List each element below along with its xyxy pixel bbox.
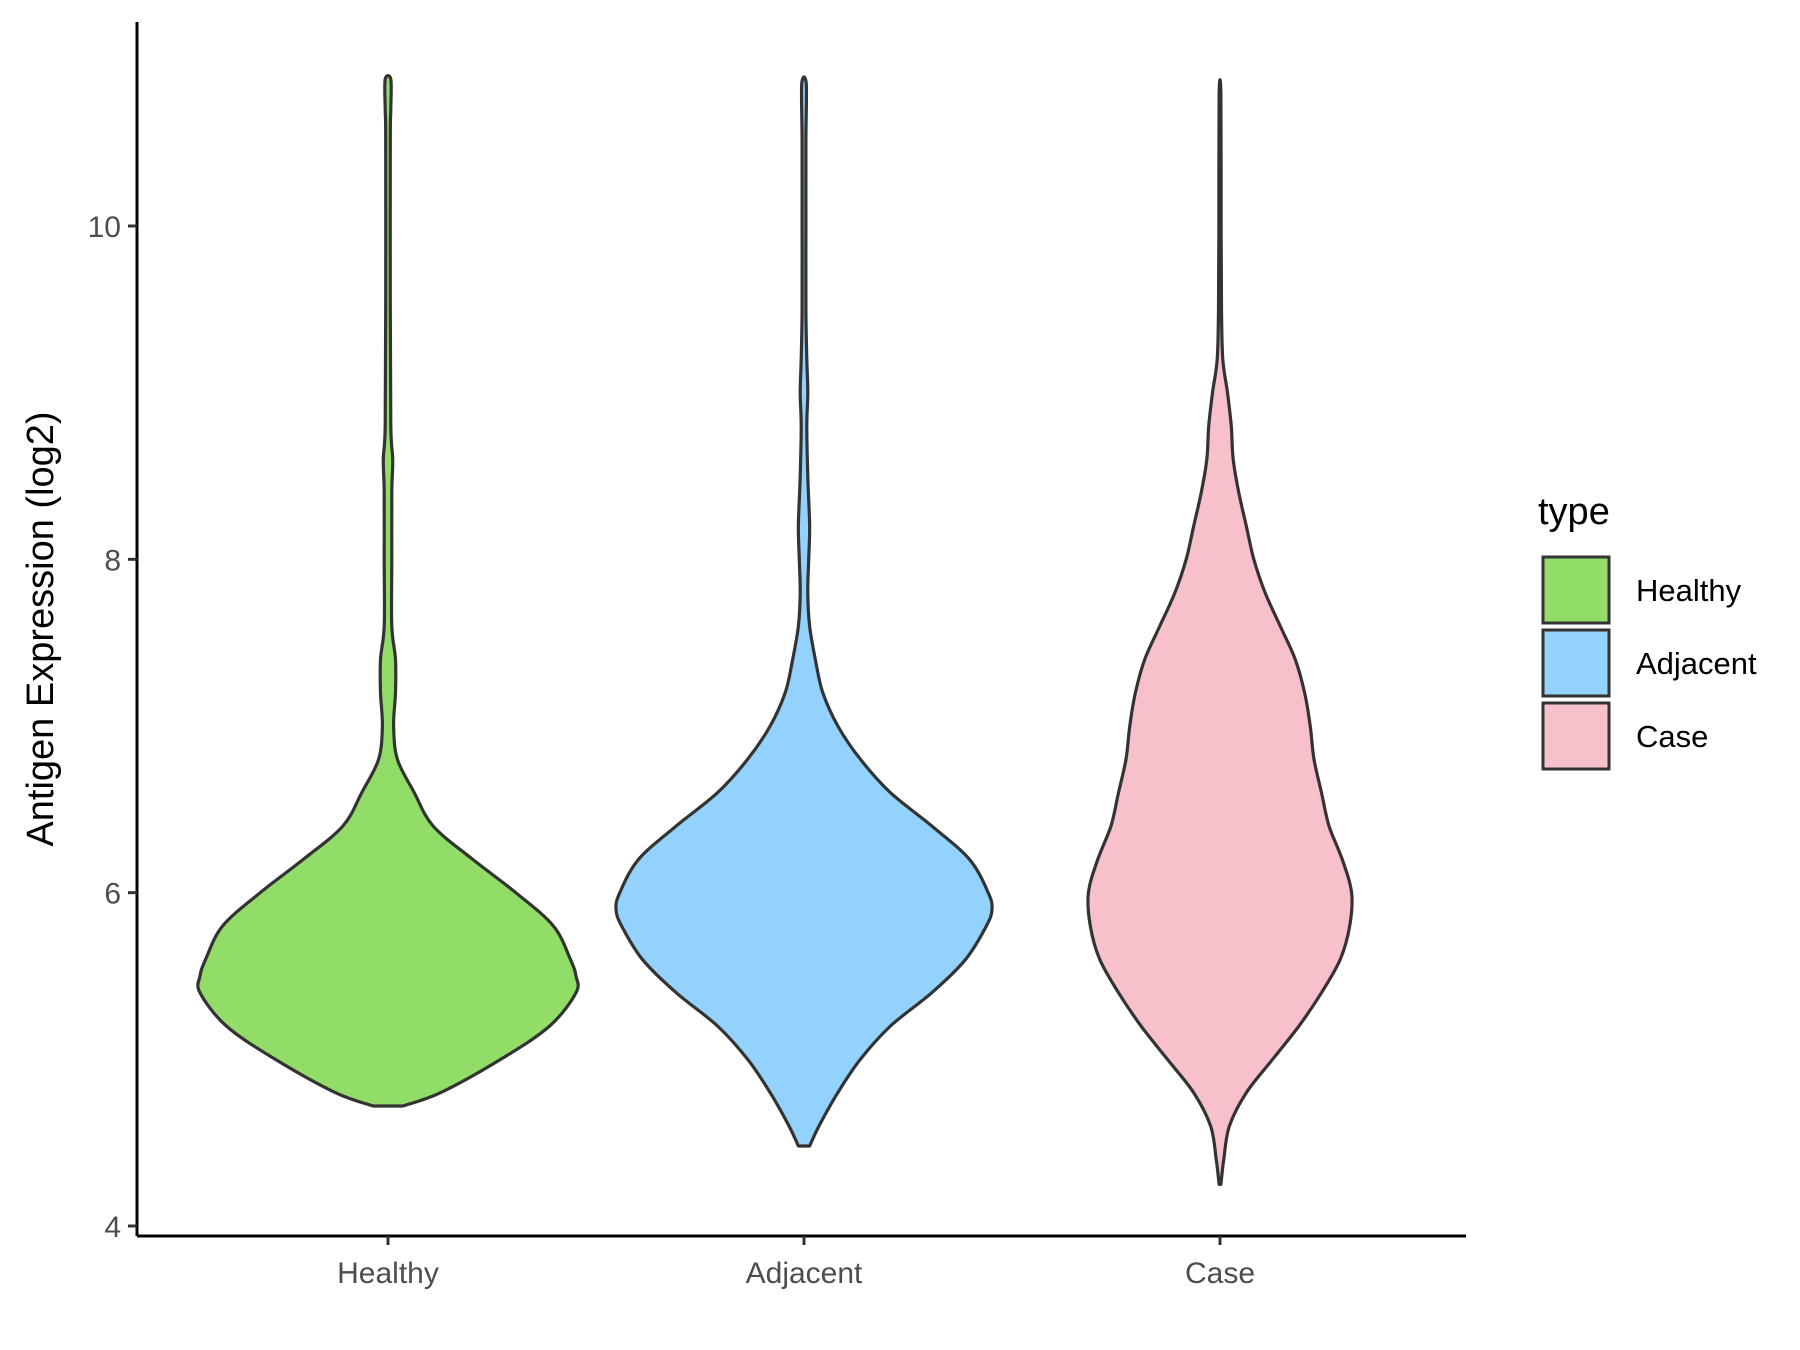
x-tick-label: Adjacent <box>746 1257 863 1290</box>
y-axis-title: Antigen Expression (log2) <box>20 411 62 846</box>
x-axis-ticks: Healthy Adjacent Case <box>337 1236 1255 1290</box>
legend-label-adjacent: Adjacent <box>1636 646 1757 681</box>
y-tick-label: 4 <box>104 1211 121 1244</box>
legend-swatch-healthy <box>1541 555 1611 625</box>
y-tick-label: 6 <box>104 878 121 911</box>
y-tick-label: 8 <box>104 544 121 577</box>
violin-case <box>1086 78 1354 1186</box>
legend-items: Healthy Adjacent Case <box>1541 555 1757 771</box>
x-tick-label: Case <box>1185 1257 1255 1290</box>
legend-title: type <box>1538 491 1610 533</box>
legend-label-healthy: Healthy <box>1636 573 1742 608</box>
violin-layer <box>196 74 1354 1186</box>
legend-swatch-case <box>1541 701 1611 771</box>
legend: type Healthy Adjacent Case <box>1538 491 1757 771</box>
legend-swatch-adjacent <box>1541 628 1611 698</box>
y-axis-ticks: 4 6 8 10 <box>88 211 137 1244</box>
violin-healthy <box>196 74 580 1108</box>
legend-label-case: Case <box>1636 719 1708 754</box>
violin-adjacent <box>614 75 994 1148</box>
y-tick-label: 10 <box>88 211 121 244</box>
x-tick-label: Healthy <box>337 1257 439 1290</box>
